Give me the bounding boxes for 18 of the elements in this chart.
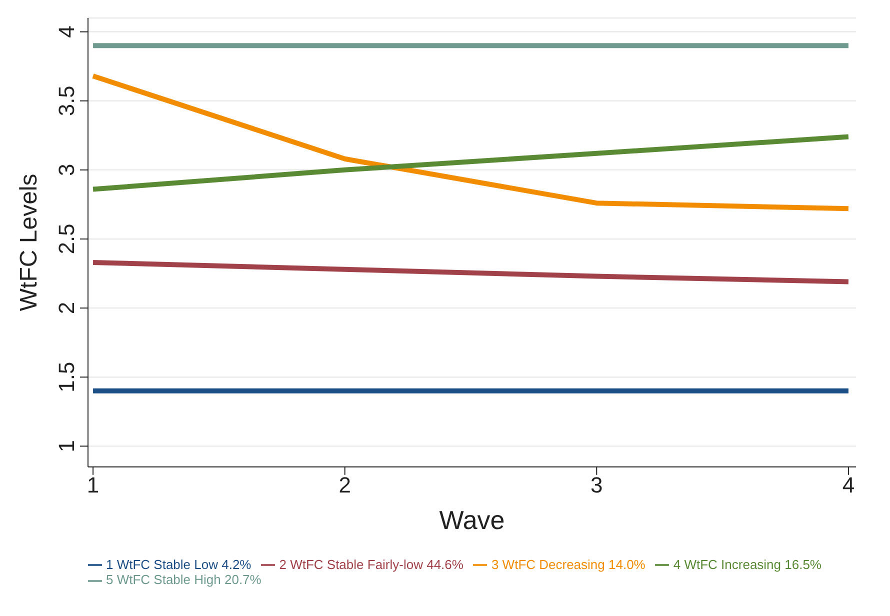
legend-label: 5 WtFC Stable High 20.7% — [106, 572, 262, 588]
legend-label: 3 WtFC Decreasing 14.0% — [491, 556, 646, 572]
y-tick-label: 3.5 — [54, 86, 79, 116]
y-tick-label: 1 — [54, 440, 79, 452]
legend-label: 4 WtFC Increasing 16.5% — [673, 556, 822, 572]
y-tick-label: 3 — [54, 164, 79, 176]
x-axis-title: Wave — [439, 504, 505, 535]
y-tick-label: 2.5 — [54, 224, 79, 254]
x-tick-label: 2 — [338, 472, 351, 498]
x-tick-label: 3 — [590, 472, 603, 498]
y-axis-title: WtFC Levels — [16, 174, 43, 312]
legend-label: 2 WtFC Stable Fairly-low 44.6% — [279, 556, 464, 572]
y-tick-label: 4 — [54, 26, 79, 38]
x-tick-label: 1 — [86, 472, 100, 498]
legend-label: 1 WtFC Stable Low 4.2% — [106, 556, 252, 572]
y-tick-label: 1.5 — [54, 362, 79, 392]
x-tick-label: 4 — [842, 472, 855, 498]
y-tick-label: 2 — [54, 302, 79, 314]
